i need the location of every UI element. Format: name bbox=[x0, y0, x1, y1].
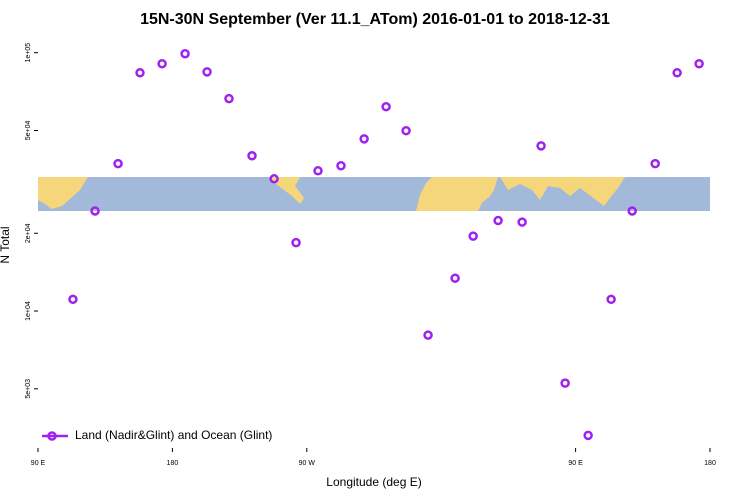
y-tick-label: 1e+04 bbox=[25, 301, 32, 321]
point bbox=[606, 294, 616, 305]
x-tick-label: 90 E bbox=[568, 460, 583, 467]
point bbox=[180, 48, 190, 59]
point bbox=[468, 231, 478, 241]
point bbox=[247, 151, 257, 161]
land bbox=[416, 177, 498, 211]
land bbox=[500, 177, 625, 206]
y-tick-label: 1e+05 bbox=[25, 43, 32, 63]
point bbox=[224, 93, 234, 104]
point bbox=[401, 125, 411, 136]
point bbox=[650, 158, 660, 169]
point bbox=[157, 59, 167, 69]
land bbox=[38, 177, 88, 209]
point bbox=[423, 330, 433, 340]
x-tick-label: 90 E bbox=[31, 460, 46, 467]
point bbox=[450, 273, 460, 283]
y-tick-label: 5e+04 bbox=[25, 121, 32, 141]
point bbox=[627, 206, 637, 216]
legend-label: Land (Nadir&Glint) and Ocean (Glint) bbox=[75, 428, 272, 442]
point bbox=[672, 68, 682, 78]
point bbox=[583, 430, 593, 441]
x-axis-label: Longitude (deg E) bbox=[326, 475, 421, 489]
point bbox=[560, 378, 570, 388]
point bbox=[336, 161, 346, 171]
point bbox=[536, 141, 546, 151]
point bbox=[135, 68, 145, 78]
point bbox=[202, 67, 212, 77]
point bbox=[113, 158, 123, 169]
x-tick-label: 180 bbox=[704, 460, 716, 467]
y-tick-label: 5e+03 bbox=[25, 379, 32, 399]
point bbox=[269, 174, 279, 184]
x-tick-label: 90 W bbox=[299, 460, 316, 467]
y-tick-label: 2e+04 bbox=[25, 223, 32, 243]
chart-title: 15N-30N September (Ver 11.1_ATom) 2016-0… bbox=[140, 11, 610, 28]
point bbox=[291, 237, 301, 248]
map-band bbox=[38, 177, 710, 211]
point bbox=[359, 134, 369, 144]
point bbox=[381, 101, 391, 112]
land bbox=[270, 177, 304, 204]
legend-marker bbox=[47, 431, 57, 441]
point bbox=[694, 59, 704, 69]
point bbox=[68, 294, 78, 305]
x-tick-label: 180 bbox=[167, 460, 179, 467]
point bbox=[313, 166, 323, 176]
point bbox=[90, 206, 100, 216]
point bbox=[517, 217, 527, 227]
y-axis-label: N Total bbox=[0, 226, 12, 263]
point bbox=[493, 215, 503, 226]
